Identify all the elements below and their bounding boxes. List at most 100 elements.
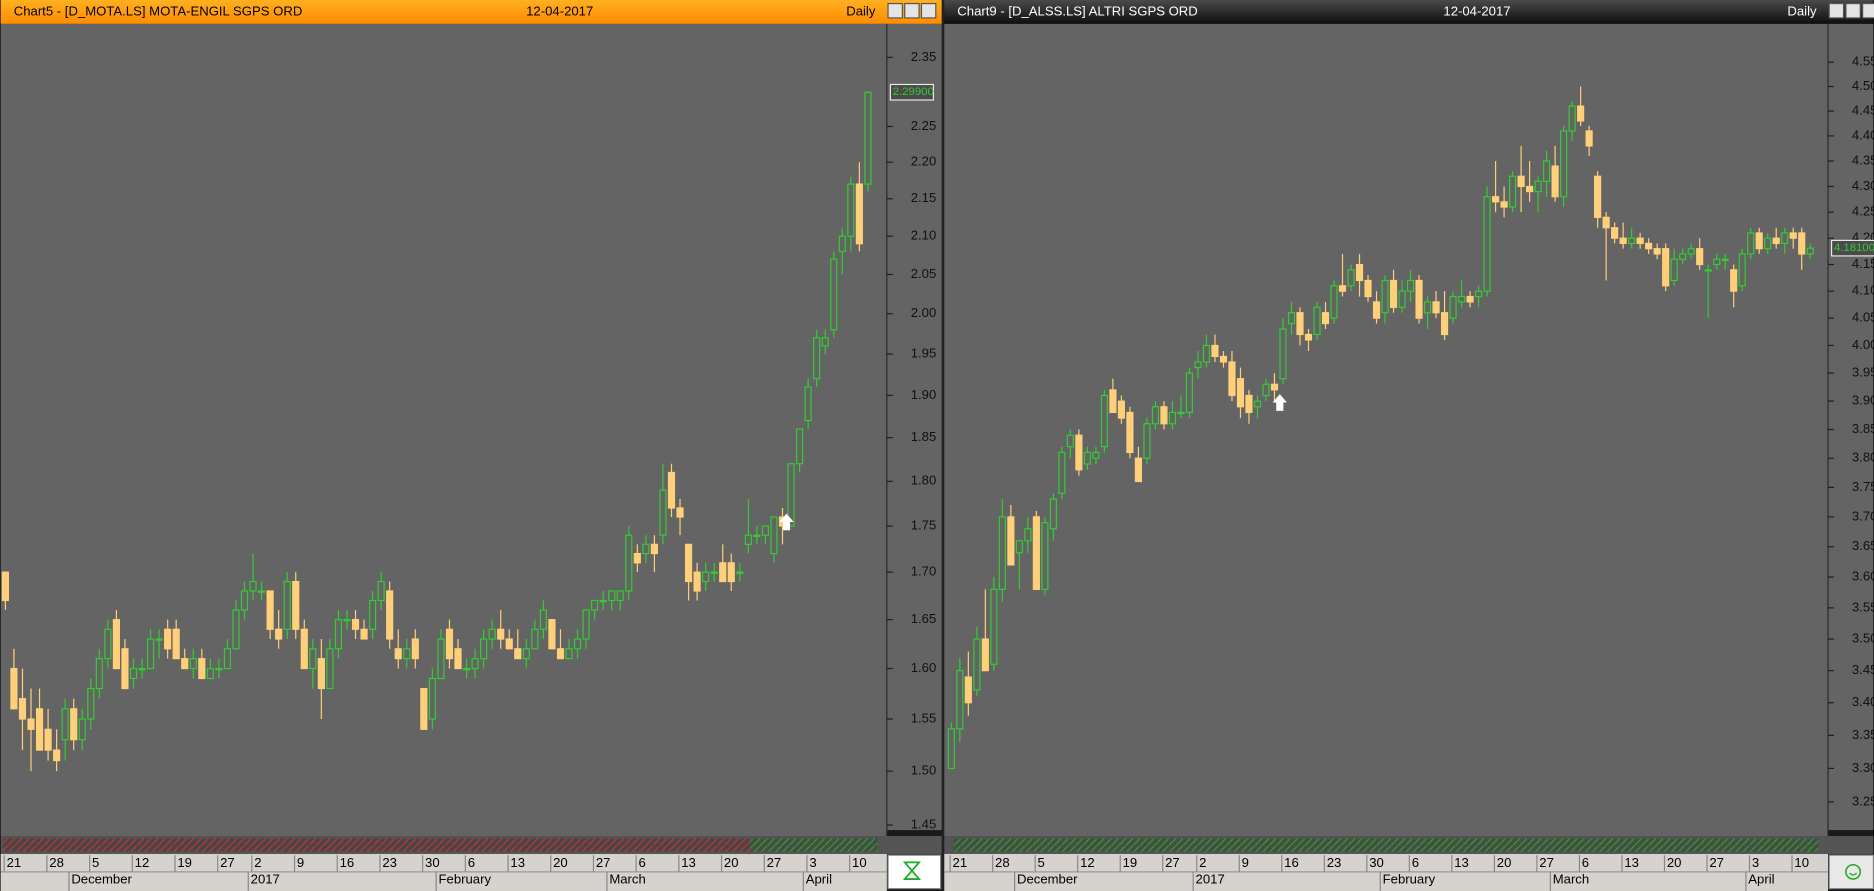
smiley-icon[interactable] (1845, 863, 1862, 880)
maximize-button[interactable] (904, 2, 920, 19)
title-bar (0, 0, 942, 24)
x-tick-label: 20 (1667, 855, 1682, 870)
candle-body (334, 619, 343, 650)
y-tick-label: 1.65 (911, 611, 937, 626)
candle-body (1517, 175, 1525, 188)
hourglass-icon[interactable] (902, 861, 922, 880)
candle-body (1253, 400, 1262, 408)
candle-body (95, 658, 103, 690)
candle-body (1798, 232, 1806, 255)
indicator-green (953, 838, 1819, 852)
candle-body (351, 619, 360, 630)
candle-body (377, 580, 385, 602)
x-tick-label: 20 (1497, 855, 1512, 870)
minimize-button[interactable] (1828, 2, 1845, 19)
candle-body (1432, 301, 1440, 314)
x-tick-label: 13 (1624, 855, 1639, 870)
candle-body (164, 628, 172, 650)
candle-body (990, 588, 998, 665)
x-tick-label: 28 (49, 855, 64, 870)
candle-body (471, 658, 479, 670)
candle-body (1024, 528, 1032, 542)
candle-body (855, 183, 863, 245)
minimize-button[interactable] (887, 2, 903, 19)
x-tick-label: 12 (1080, 855, 1095, 870)
candle-body (864, 91, 872, 185)
candle-body (1483, 196, 1491, 292)
close-button[interactable] (920, 2, 937, 19)
candle-body (1730, 269, 1738, 292)
date-axis (0, 853, 887, 891)
candle-body (1543, 160, 1551, 182)
close-button[interactable] (1862, 2, 1874, 19)
y-tick-label: 3.80 (1852, 450, 1874, 465)
y-tick-label: 1.55 (911, 710, 937, 725)
candle-body (787, 463, 795, 527)
candle-body (1134, 457, 1143, 483)
y-tick-label: 2.00 (911, 305, 937, 320)
corner-box (887, 854, 942, 890)
y-tick-label: 3.55 (1852, 599, 1874, 614)
x-tick-label: 13 (681, 855, 696, 870)
x-tick-label: 16 (1284, 855, 1299, 870)
y-tick-label: 3.45 (1852, 662, 1874, 677)
candle-body (1117, 400, 1125, 419)
candle-body (1364, 279, 1372, 298)
candle-body (1687, 248, 1695, 255)
candle-body (761, 525, 770, 536)
y-tick-label: 2.35 (911, 49, 937, 64)
candle-body (1389, 279, 1398, 308)
x-tick-label: 21 (953, 855, 968, 870)
x-tick-label: 27 (596, 855, 611, 870)
candle-body (1219, 355, 1228, 363)
month-label: April (1748, 872, 1774, 887)
candle-body (10, 667, 18, 710)
candle-body (386, 590, 394, 640)
y-tick-label: 1.60 (911, 660, 937, 675)
candle-body (1, 571, 9, 602)
maximize-button[interactable] (1845, 2, 1861, 19)
x-tick-label: 19 (177, 855, 192, 870)
chart-period: Daily (1787, 3, 1817, 18)
candle-body (684, 543, 693, 583)
candle-body (1211, 344, 1219, 358)
chart-title: Chart9 - [D_ALSS.LS] ALTRI SGPS ORD (957, 3, 1197, 18)
y-tick-label: 4.50 (1852, 78, 1874, 93)
candle-body (736, 571, 744, 574)
candle-body (1143, 423, 1151, 459)
candle-body (480, 638, 488, 660)
candle-body (813, 337, 821, 380)
smiley-mouth (1849, 872, 1858, 876)
y-tick-label: 1.80 (911, 473, 937, 488)
candle-body (1330, 285, 1338, 319)
candle-body (548, 619, 556, 650)
month-label: March (1553, 872, 1589, 887)
candle-body (53, 749, 61, 762)
candle-body (138, 667, 146, 671)
candle-body (249, 580, 257, 592)
y-tick-label: 2.20 (911, 154, 937, 169)
candle-body (1355, 263, 1364, 282)
candle-body (1440, 312, 1449, 336)
candle-body (847, 183, 855, 237)
y-tick-label: 3.75 (1852, 479, 1874, 494)
candle-body (87, 687, 95, 720)
x-tick-label: 6 (1582, 855, 1589, 870)
candle-body (1245, 394, 1253, 414)
month-label: 2017 (251, 872, 280, 887)
candle-body (78, 718, 86, 741)
x-tick-label: 21 (7, 855, 22, 870)
candle-body (1066, 434, 1074, 448)
candle-body (1287, 312, 1296, 325)
candle-body (947, 728, 955, 770)
candle-body (1347, 269, 1355, 287)
candle-body (1015, 540, 1023, 554)
candle-body (445, 628, 454, 660)
candle-body (1177, 411, 1185, 415)
candle-body (462, 667, 471, 671)
x-tick-label: 27 (1709, 855, 1724, 870)
candle-body (531, 628, 539, 650)
x-tick-label: 13 (1454, 855, 1469, 870)
candle-body (104, 628, 112, 660)
